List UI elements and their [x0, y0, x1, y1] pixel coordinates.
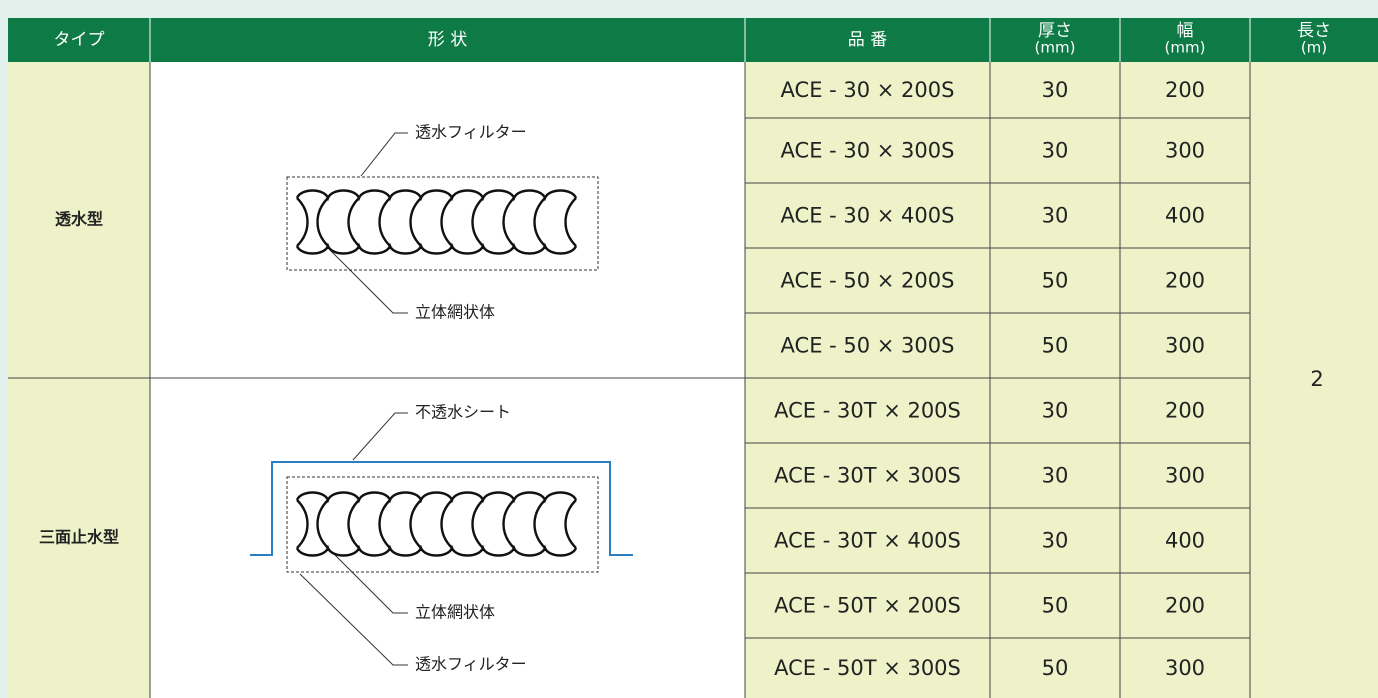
diagram-box: [286, 476, 599, 573]
product-code: ACE - 50T × 300S: [774, 656, 961, 680]
dimension: 200: [1165, 78, 1205, 102]
product-code: ACE - 30T × 400S: [774, 529, 961, 553]
leader: [352, 412, 408, 461]
mesh-loop: [502, 499, 515, 549]
leader: [329, 549, 408, 614]
mesh-loop: [316, 197, 329, 247]
mesh-bottom: [295, 242, 578, 255]
leader: [329, 249, 408, 314]
header-label: 品 番: [848, 30, 887, 50]
mesh-loop: [378, 499, 391, 549]
mesh-loop: [471, 197, 484, 247]
dimension: 200: [1165, 594, 1205, 618]
diagram-label: 透水フィルター: [415, 655, 527, 674]
dimension: 300: [1165, 139, 1205, 163]
dimension: 200: [1165, 269, 1205, 293]
header-unit: (mm): [1165, 39, 1206, 57]
product-code: ACE - 50 × 300S: [781, 334, 955, 358]
header-label: 幅: [1177, 21, 1194, 41]
mesh-loop: [316, 499, 329, 549]
diagram-label: 不透水シート: [415, 403, 511, 422]
mesh-loop: [347, 499, 360, 549]
dimension: 400: [1165, 529, 1205, 553]
mesh-loop: [296, 197, 309, 247]
leader: [360, 132, 408, 177]
dimension: 30: [1042, 399, 1069, 423]
mesh-shape: [295, 189, 578, 255]
diagram-label: 透水フィルター: [415, 123, 527, 142]
type-label: 透水型: [55, 210, 103, 229]
product-code: ACE - 30 × 400S: [781, 204, 955, 228]
type-label: 三面止水型: [39, 528, 119, 547]
length-value: 2: [1310, 367, 1323, 391]
product-code: ACE - 30T × 200S: [774, 399, 961, 423]
diagram-box: [286, 176, 599, 271]
dimension: 50: [1042, 656, 1069, 680]
product-code: ACE - 30 × 300S: [781, 139, 955, 163]
mesh-loop: [564, 197, 577, 247]
mesh-loop: [440, 197, 453, 247]
dimension: 400: [1165, 204, 1205, 228]
product-code: ACE - 30T × 300S: [774, 464, 961, 488]
header-unit: (mm): [1035, 39, 1076, 57]
dimension: 30: [1042, 139, 1069, 163]
dimension: 30: [1042, 204, 1069, 228]
mesh-shape: [295, 491, 578, 557]
dimension: 300: [1165, 656, 1205, 680]
dimension: 50: [1042, 594, 1069, 618]
mesh-loop: [440, 499, 453, 549]
mesh-loop: [409, 197, 422, 247]
leader: [299, 573, 408, 666]
product-code: ACE - 30 × 200S: [781, 78, 955, 102]
sheet-line: [250, 461, 633, 556]
dimension: 200: [1165, 399, 1205, 423]
dimension: 300: [1165, 464, 1205, 488]
mesh-bottom: [295, 544, 578, 557]
diagram-label: 立体網状体: [415, 603, 495, 622]
mesh-loop: [409, 499, 422, 549]
dimension: 30: [1042, 78, 1069, 102]
header-label: タイプ: [54, 30, 105, 50]
header-unit: (m): [1301, 39, 1327, 57]
mesh-loop: [533, 197, 546, 247]
mesh-loop: [502, 197, 515, 247]
mesh-loop: [378, 197, 391, 247]
mesh-loop: [296, 499, 309, 549]
dimension: 30: [1042, 464, 1069, 488]
header-bg: [8, 18, 1378, 62]
dimension: 300: [1165, 334, 1205, 358]
mesh-loop: [533, 499, 546, 549]
dimension: 30: [1042, 529, 1069, 553]
diagram-label: 立体網状体: [415, 303, 495, 322]
mesh-top: [295, 491, 578, 504]
product-code: ACE - 50 × 200S: [781, 269, 955, 293]
mesh-loop: [347, 197, 360, 247]
mesh-loop: [564, 499, 577, 549]
diagrams: 透水フィルター 立体網状体 不透水シート 立体網状体 透水フィルター: [250, 123, 633, 674]
header-label: 形 状: [428, 30, 467, 50]
dimension: 50: [1042, 334, 1069, 358]
product-code: ACE - 50T × 200S: [774, 594, 961, 618]
mesh-loop: [471, 499, 484, 549]
header-label: 長さ: [1297, 21, 1331, 41]
dimension: 50: [1042, 269, 1069, 293]
header-label: 厚さ: [1038, 21, 1072, 41]
shape-bg: [150, 62, 745, 698]
mesh-top: [295, 189, 578, 202]
